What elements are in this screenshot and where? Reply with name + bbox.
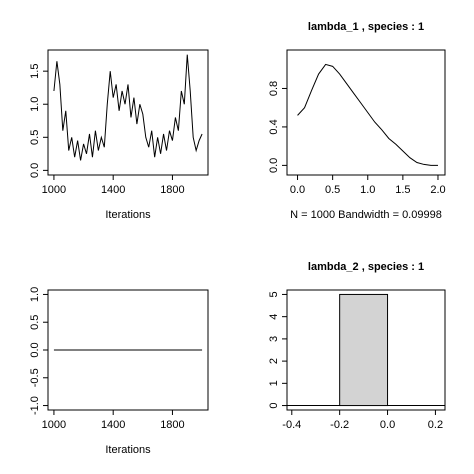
y-tick-label: 0.8 bbox=[268, 81, 280, 96]
y-tick-label: 1 bbox=[268, 380, 280, 386]
y-tick-label: 1.0 bbox=[29, 287, 41, 302]
y-tick-label: 5 bbox=[268, 291, 280, 297]
y-tick-label: 0.0 bbox=[29, 163, 41, 178]
y-tick-label: 1.0 bbox=[29, 97, 41, 112]
x-tick-label: 1.5 bbox=[395, 184, 410, 196]
x-tick-label: 1800 bbox=[160, 184, 184, 196]
x-tick-label: 1000 bbox=[42, 184, 66, 196]
x-axis-label: Iterations bbox=[105, 444, 151, 456]
x-tick-label: 0.0 bbox=[380, 419, 395, 431]
x-axis-label: N = 1000 Bandwidth = 0.09998 bbox=[290, 209, 442, 221]
x-tick-label: 1.0 bbox=[360, 184, 375, 196]
y-tick-label: -1.0 bbox=[29, 396, 41, 415]
y-tick-label: 0 bbox=[268, 402, 280, 408]
x-tick-label: 0.0 bbox=[290, 184, 305, 196]
y-tick-label: 0.5 bbox=[29, 130, 41, 145]
plot-box bbox=[47, 49, 209, 176]
x-tick-label: 1800 bbox=[160, 419, 184, 431]
x-tick-label: 2.0 bbox=[430, 184, 445, 196]
y-tick-label: 0.5 bbox=[29, 315, 41, 330]
data-line bbox=[297, 63, 438, 166]
y-tick-label: 0.4 bbox=[268, 119, 280, 134]
chart-title: lambda_2 , species : 1 bbox=[308, 261, 424, 273]
chart-title: lambda_1 , species : 1 bbox=[308, 21, 424, 33]
x-tick-label: 0.2 bbox=[428, 419, 443, 431]
x-tick-label: 1000 bbox=[42, 419, 66, 431]
x-tick-label: -0.2 bbox=[330, 419, 349, 431]
histogram-bar bbox=[339, 293, 389, 407]
y-tick-label: 3 bbox=[268, 336, 280, 342]
plot-box bbox=[286, 49, 446, 176]
y-tick-label: 2 bbox=[268, 358, 280, 364]
x-tick-label: 1400 bbox=[101, 184, 125, 196]
x-tick-label: 1400 bbox=[101, 419, 125, 431]
data-line bbox=[53, 54, 203, 161]
y-tick-label: 0.0 bbox=[29, 342, 41, 357]
x-tick-label: -0.4 bbox=[282, 419, 301, 431]
y-tick-label: -0.5 bbox=[29, 368, 41, 387]
y-tick-label: 0.0 bbox=[268, 158, 280, 173]
plot-box bbox=[286, 289, 446, 411]
y-tick-label: 1.5 bbox=[29, 64, 41, 79]
x-axis-label: Iterations bbox=[105, 209, 151, 221]
x-tick-label: 0.5 bbox=[325, 184, 340, 196]
y-tick-label: 4 bbox=[268, 314, 280, 320]
